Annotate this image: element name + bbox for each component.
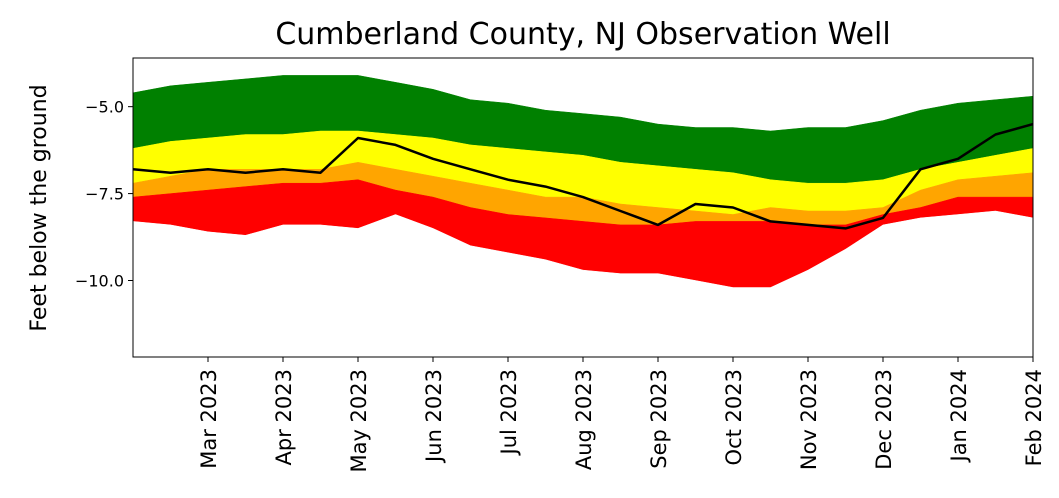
x-tick-label: May 2023 [347, 369, 371, 473]
x-tick-label: Jun 2023 [422, 369, 446, 464]
x-tick-label: Feb 2024 [1022, 369, 1046, 466]
x-tick-label: Jul 2023 [497, 369, 521, 456]
x-tick-label: Mar 2023 [197, 369, 221, 469]
x-tick-label: Aug 2023 [572, 369, 596, 470]
x-tick-label: Oct 2023 [722, 369, 746, 465]
water-level-line [133, 122, 1033, 230]
y-axis-label: Feet below the ground [27, 84, 52, 331]
percentile-band [133, 210, 1033, 357]
x-tick-label: Apr 2023 [272, 369, 296, 465]
x-tick-label: Nov 2023 [797, 369, 821, 470]
x-tick-label: Sep 2023 [647, 369, 671, 469]
x-tick-label: Dec 2023 [872, 369, 896, 470]
chart-title: Cumberland County, NJ Observation Well [275, 17, 890, 52]
y-tick-label: −10.0 [75, 272, 124, 291]
y-tick-label: −7.5 [85, 185, 124, 204]
plot-area [133, 75, 1033, 357]
y-tick-label: −5.0 [85, 98, 124, 117]
x-tick-label: Jan 2024 [947, 369, 971, 464]
